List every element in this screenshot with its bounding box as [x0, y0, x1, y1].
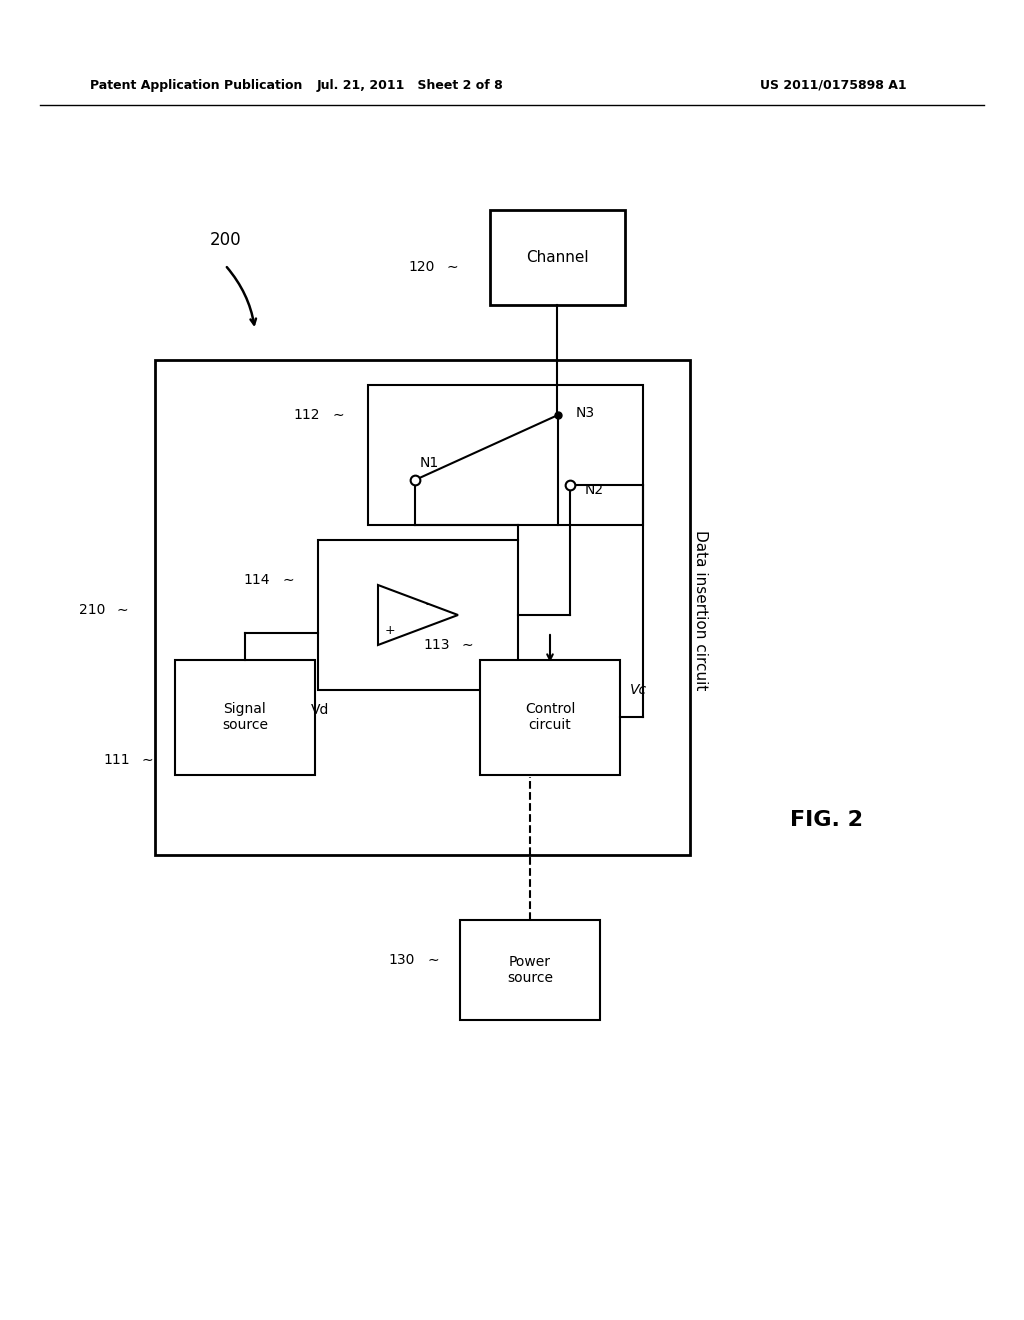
Text: 210: 210: [79, 603, 105, 616]
Text: ∼: ∼: [462, 638, 474, 652]
Text: Data insertion circuit: Data insertion circuit: [692, 529, 708, 690]
Text: ∼: ∼: [428, 953, 439, 968]
Text: ∼: ∼: [142, 752, 154, 767]
Text: Signal
source: Signal source: [222, 702, 268, 733]
Text: Power
source: Power source: [507, 954, 553, 985]
Text: 114: 114: [244, 573, 270, 587]
Text: N1: N1: [420, 455, 439, 470]
Text: -: -: [426, 598, 430, 611]
Text: Vc: Vc: [630, 682, 647, 697]
Bar: [480, 660, 620, 775]
Bar: [318, 540, 518, 690]
Text: ∼: ∼: [283, 573, 295, 587]
Bar: [460, 920, 600, 1020]
Text: N2: N2: [585, 483, 604, 498]
Text: Channel: Channel: [525, 249, 589, 264]
Text: 200: 200: [210, 231, 242, 249]
Text: 130: 130: [389, 953, 415, 968]
Text: 112: 112: [294, 408, 319, 422]
Text: N3: N3: [575, 407, 595, 420]
Text: +: +: [385, 623, 395, 636]
Text: Vd: Vd: [311, 704, 329, 717]
Bar: [490, 210, 625, 305]
Text: 111: 111: [103, 752, 130, 767]
Text: FIG. 2: FIG. 2: [790, 810, 863, 830]
Bar: [175, 660, 315, 775]
Text: ∼: ∼: [117, 603, 129, 616]
Text: Control
circuit: Control circuit: [525, 702, 575, 733]
Text: 113: 113: [424, 638, 450, 652]
Bar: [155, 360, 690, 855]
Bar: [368, 385, 643, 525]
Text: US 2011/0175898 A1: US 2011/0175898 A1: [760, 78, 906, 91]
Text: ∼: ∼: [333, 408, 345, 422]
Text: 120: 120: [409, 260, 435, 275]
Text: Patent Application Publication: Patent Application Publication: [90, 78, 302, 91]
Text: Jul. 21, 2011   Sheet 2 of 8: Jul. 21, 2011 Sheet 2 of 8: [316, 78, 504, 91]
Text: ∼: ∼: [447, 260, 459, 275]
